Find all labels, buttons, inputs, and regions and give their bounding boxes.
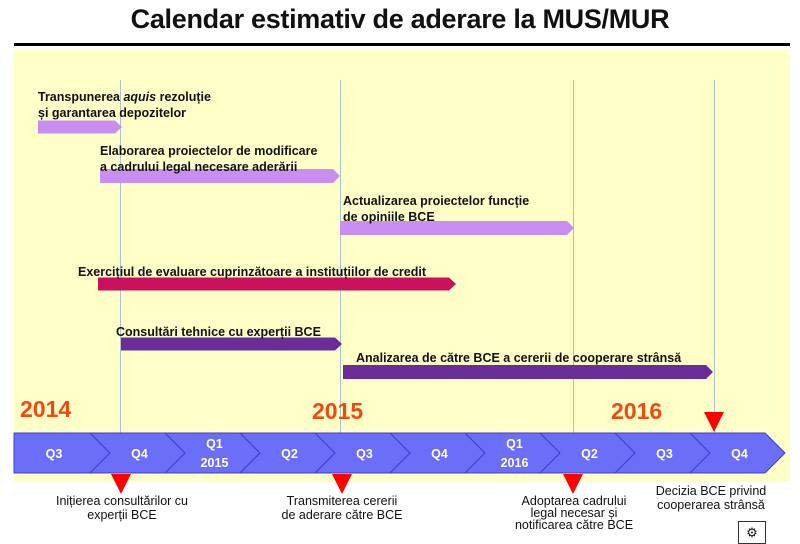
year-label: 2014 bbox=[20, 396, 72, 422]
guide-line bbox=[340, 80, 341, 450]
slide-title: Calendar estimativ de aderare la MUS/MUR bbox=[130, 4, 670, 34]
task-arrow bbox=[98, 277, 456, 291]
guide-line bbox=[573, 80, 574, 450]
year-label: 2016 bbox=[611, 398, 663, 424]
guide-line bbox=[714, 80, 715, 450]
guide-line bbox=[120, 80, 121, 450]
task-label-technical-consultations: Consultări tehnice cu experții BCE bbox=[116, 325, 321, 339]
quarter-label: Q4 bbox=[731, 447, 748, 461]
milestone-marker bbox=[332, 474, 352, 494]
quarter-label: Q2 bbox=[581, 447, 598, 461]
quarter-year-label: 2016 bbox=[501, 456, 529, 470]
milestone-note: Adoptarea cadrului legal necesar și notifi… bbox=[514, 494, 634, 532]
task-arrow bbox=[340, 221, 574, 235]
quarter-year-label: 2015 bbox=[201, 456, 229, 470]
quarter-label: Q4 bbox=[131, 447, 148, 461]
timeline-panel bbox=[14, 50, 790, 482]
task-arrow bbox=[100, 169, 340, 183]
quarter-label: Q3 bbox=[46, 447, 63, 461]
year-label: 2015 bbox=[312, 398, 364, 424]
milestone-marker bbox=[563, 474, 583, 494]
task-label-legal-drafts: Elaborarea proiectelor de modificare a ca… bbox=[100, 144, 318, 174]
quarter-label: Q4 bbox=[431, 447, 448, 461]
task-label-ecb-analysis: Analizarea de către BCE a cererii de coo… bbox=[356, 351, 682, 365]
milestone-marker bbox=[704, 412, 724, 432]
milestone-note: Inițierea consultărilor cu experții BCE bbox=[55, 494, 188, 522]
milestone-note: Decizia BCE privind cooperarea strânsă bbox=[655, 484, 767, 512]
task-label-update-drafts: Actualizarea proiectelor funcție de opini… bbox=[343, 194, 530, 224]
quarter-label: Q1 bbox=[506, 437, 523, 451]
title-underline bbox=[14, 43, 790, 46]
quarter-label: Q3 bbox=[356, 447, 373, 461]
task-arrow bbox=[121, 337, 342, 351]
task-label-comprehensive-assessment: Exercițiul de evaluare cuprinzătoare a i… bbox=[78, 265, 427, 279]
task-label-transposition: Transpunerea aquis rezoluție și garantar… bbox=[38, 90, 211, 120]
quarter-chevron bbox=[688, 432, 786, 474]
quarter-label: Q1 bbox=[206, 437, 223, 451]
milestone-note: Transmiterea cererii de aderare către BCE bbox=[281, 494, 403, 522]
quarter-label: Q3 bbox=[656, 447, 673, 461]
task-arrow bbox=[343, 365, 713, 379]
settings-icon[interactable]: ⚙ bbox=[738, 521, 766, 544]
quarter-label: Q2 bbox=[281, 447, 298, 461]
task-arrow bbox=[38, 120, 122, 134]
milestone-marker bbox=[111, 474, 131, 494]
